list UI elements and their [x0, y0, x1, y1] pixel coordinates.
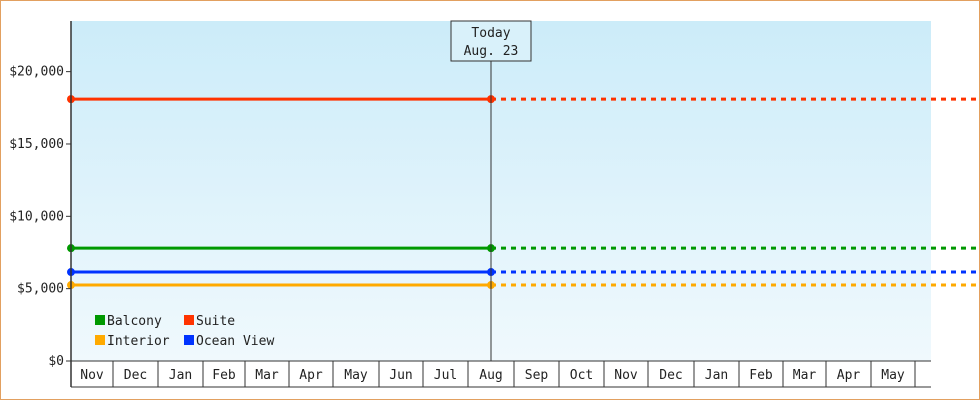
y-tick-label: $15,000: [9, 137, 64, 152]
legend-swatch-interior: [95, 335, 105, 345]
x-tick-label: Jun: [389, 368, 412, 383]
legend-label-balcony: Balcony: [107, 314, 162, 329]
x-tick-label: May: [344, 368, 368, 383]
x-tick-label: Apr: [837, 368, 861, 383]
x-tick-label: Sep: [525, 368, 549, 383]
x-tick-label: Apr: [299, 368, 323, 383]
legend-label-suite: Suite: [196, 314, 235, 329]
y-tick-label: $0: [48, 354, 64, 369]
plot-area: [71, 21, 931, 361]
x-tick-label: Jan: [169, 368, 192, 383]
x-tick-label: Feb: [212, 368, 236, 383]
today-date-label: Aug. 23: [464, 44, 519, 59]
x-tick-label: Nov: [614, 368, 638, 383]
legend-swatch-balcony: [95, 315, 105, 325]
x-tick-label: Jul: [434, 368, 457, 383]
x-tick-label: Jan: [705, 368, 728, 383]
y-tick-label: $20,000: [9, 65, 64, 80]
x-tick-label: Nov: [80, 368, 104, 383]
legend-label-ocean-view: Ocean View: [196, 334, 274, 349]
x-tick-label: Mar: [255, 368, 279, 383]
x-tick-label: Dec: [124, 368, 147, 383]
x-tick-label: Feb: [749, 368, 773, 383]
x-tick-label: Oct: [570, 368, 593, 383]
x-tick-label: Dec: [659, 368, 682, 383]
legend-swatch-suite: [184, 315, 194, 325]
y-tick-label: $5,000: [17, 282, 64, 297]
today-label: Today: [471, 26, 510, 41]
x-tick-label: Mar: [793, 368, 817, 383]
x-tick-label: May: [881, 368, 905, 383]
y-tick-label: $10,000: [9, 209, 64, 224]
x-tick-label: Aug: [479, 368, 502, 383]
legend-label-interior: Interior: [107, 334, 170, 349]
legend-swatch-ocean-view: [184, 335, 194, 345]
today-label-box: [450, 20, 532, 62]
